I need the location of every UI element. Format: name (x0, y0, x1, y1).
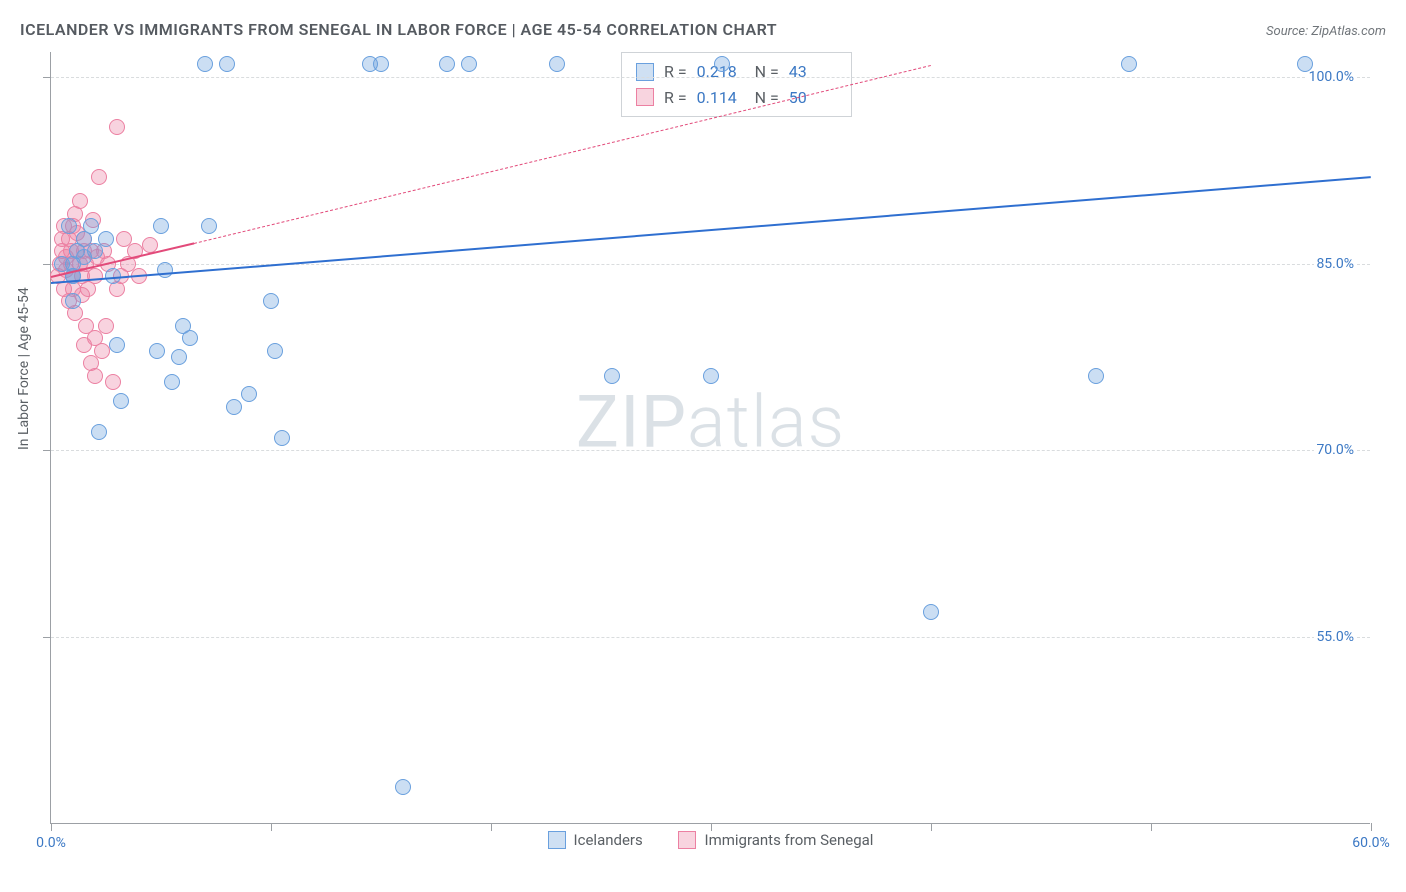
y-tick-label: 70.0% (1314, 442, 1356, 458)
data-point-icelanders (263, 293, 279, 309)
data-point-icelanders (226, 399, 242, 415)
data-point-senegal (72, 193, 88, 209)
data-point-icelanders (1121, 56, 1137, 72)
data-point-senegal (87, 368, 103, 384)
data-point-senegal (91, 169, 107, 185)
plot-area: ZIPatlas R = 0.218 N = 43 R = 0.114 N = … (50, 52, 1370, 824)
y-axis-label: In Labor Force | Age 45-54 (16, 287, 32, 450)
data-point-icelanders (98, 231, 114, 247)
data-point-senegal (105, 374, 121, 390)
data-point-senegal (109, 119, 125, 135)
watermark: ZIPatlas (576, 380, 845, 465)
x-tick-mark (1151, 823, 1152, 831)
legend-item-senegal: Immigrants from Senegal (678, 831, 873, 849)
legend-r-label: R = (664, 59, 687, 85)
data-point-icelanders (274, 430, 290, 446)
legend-label-icelanders: Icelanders (574, 831, 643, 849)
data-point-icelanders (241, 386, 257, 402)
y-tick-mark (43, 450, 51, 451)
data-point-icelanders (109, 337, 125, 353)
legend-series: Icelanders Immigrants from Senegal (51, 831, 1370, 853)
x-tick-mark (271, 823, 272, 831)
data-point-icelanders (714, 56, 730, 72)
legend-swatch-icelanders (548, 831, 566, 849)
data-point-icelanders (113, 393, 129, 409)
data-point-icelanders (171, 349, 187, 365)
y-tick-mark (43, 264, 51, 265)
data-point-icelanders (373, 56, 389, 72)
data-point-icelanders (703, 368, 719, 384)
data-point-icelanders (83, 218, 99, 234)
legend-n-label: N = (755, 59, 779, 85)
data-point-icelanders (164, 374, 180, 390)
legend-correlation-box: R = 0.218 N = 43 R = 0.114 N = 50 (621, 52, 852, 117)
data-point-icelanders (149, 343, 165, 359)
data-point-icelanders (923, 604, 939, 620)
legend-swatch-senegal (636, 88, 654, 106)
watermark-thin: atlas (687, 380, 845, 465)
data-point-icelanders (201, 218, 217, 234)
data-point-icelanders (197, 56, 213, 72)
data-point-icelanders (153, 218, 169, 234)
data-point-icelanders (439, 56, 455, 72)
title-row: ICELANDER VS IMMIGRANTS FROM SENEGAL IN … (20, 20, 1386, 39)
data-point-icelanders (87, 243, 103, 259)
gridline-horizontal (51, 450, 1370, 451)
x-tick-label: 60.0% (1352, 835, 1390, 851)
legend-swatch-icelanders (636, 63, 654, 81)
data-point-icelanders (604, 368, 620, 384)
x-tick-label: 0.0% (36, 835, 66, 851)
x-tick-mark (51, 823, 52, 831)
legend-n-value-icelanders: 43 (789, 59, 837, 85)
data-point-icelanders (65, 293, 81, 309)
data-point-icelanders (219, 56, 235, 72)
chart-title: ICELANDER VS IMMIGRANTS FROM SENEGAL IN … (20, 20, 777, 39)
gridline-horizontal (51, 77, 1370, 78)
y-tick-label: 100.0% (1307, 69, 1356, 85)
y-tick-mark (43, 637, 51, 638)
x-tick-mark (491, 823, 492, 831)
y-tick-label: 85.0% (1314, 256, 1356, 272)
data-point-icelanders (61, 218, 77, 234)
legend-r-label: R = (664, 85, 687, 111)
data-point-icelanders (395, 779, 411, 795)
legend-row-senegal: R = 0.114 N = 50 (636, 85, 837, 111)
legend-row-icelanders: R = 0.218 N = 43 (636, 59, 837, 85)
data-point-icelanders (267, 343, 283, 359)
data-point-icelanders (157, 262, 173, 278)
y-tick-label: 55.0% (1314, 629, 1356, 645)
x-tick-mark (931, 823, 932, 831)
data-point-icelanders (1088, 368, 1104, 384)
data-point-icelanders (461, 56, 477, 72)
x-tick-mark (1371, 823, 1372, 831)
legend-r-value-senegal: 0.114 (697, 85, 745, 111)
source-attribution: Source: ZipAtlas.com (1266, 24, 1386, 39)
trend-line (194, 64, 931, 243)
watermark-bold: ZIP (576, 380, 687, 465)
legend-item-icelanders: Icelanders (548, 831, 643, 849)
data-point-icelanders (1297, 56, 1313, 72)
data-point-icelanders (182, 330, 198, 346)
gridline-horizontal (51, 264, 1370, 265)
data-point-icelanders (91, 424, 107, 440)
data-point-senegal (87, 330, 103, 346)
data-point-senegal (87, 268, 103, 284)
gridline-horizontal (51, 637, 1370, 638)
correlation-chart: ICELANDER VS IMMIGRANTS FROM SENEGAL IN … (0, 0, 1406, 892)
legend-swatch-senegal (678, 831, 696, 849)
x-tick-mark (711, 823, 712, 831)
y-tick-mark (43, 77, 51, 78)
data-point-icelanders (549, 56, 565, 72)
legend-label-senegal: Immigrants from Senegal (704, 831, 873, 849)
